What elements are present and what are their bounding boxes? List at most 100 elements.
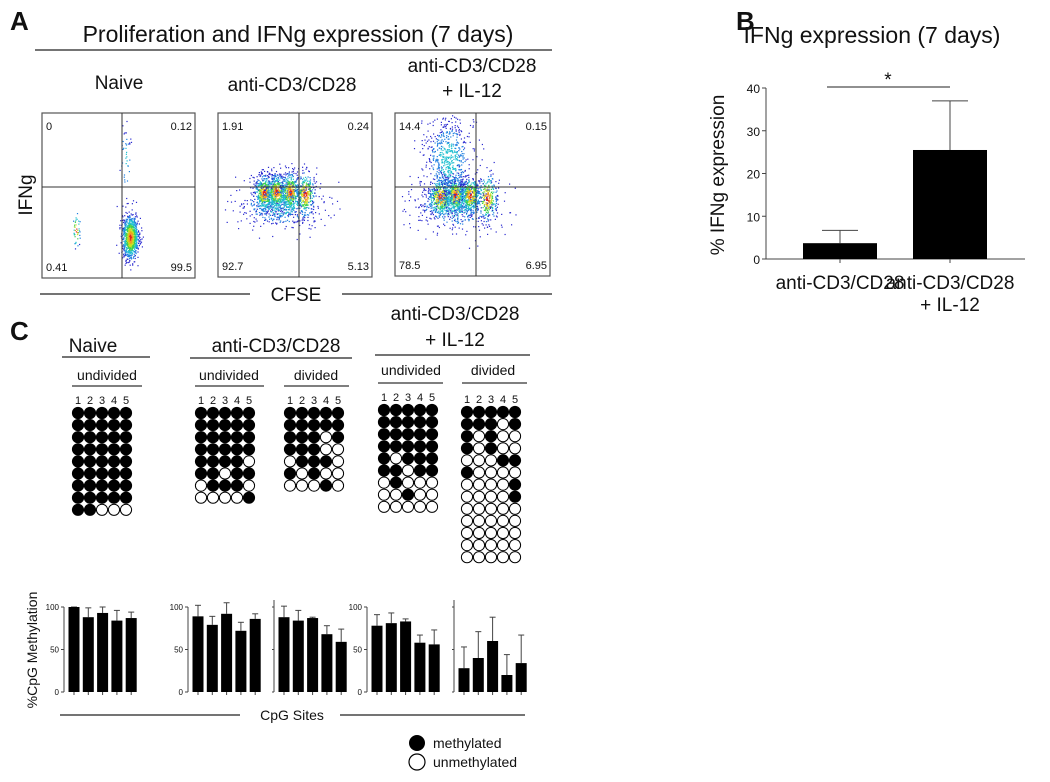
flow-event [441, 194, 443, 196]
flow-event [133, 234, 135, 236]
flow-event [256, 206, 258, 208]
flow-event [486, 204, 488, 206]
flow-event [471, 196, 473, 199]
flow-event [445, 202, 447, 204]
flow-event [133, 231, 135, 233]
flow-event [260, 212, 262, 214]
flow-event [454, 205, 456, 207]
flow-event [278, 190, 280, 192]
flow-event [133, 230, 135, 232]
flow-event [293, 172, 295, 174]
flow-event [481, 159, 483, 161]
flow-event [435, 159, 437, 161]
flow-event [457, 204, 459, 206]
flow-event [437, 207, 440, 209]
flow-event [473, 197, 476, 199]
flow-event [127, 258, 129, 260]
flow-event [124, 232, 126, 235]
flow-event [303, 195, 305, 197]
flow-event [139, 217, 141, 219]
flow-event [137, 234, 139, 236]
flow-event [465, 201, 467, 203]
flow-event [455, 187, 457, 189]
flow-event [132, 240, 134, 243]
flow-event [300, 205, 302, 207]
flow-event [442, 158, 444, 160]
flow-event [255, 191, 257, 193]
flow-event [287, 176, 289, 178]
flow-event [460, 171, 462, 174]
flow-event [130, 238, 132, 240]
flow-event [135, 223, 138, 226]
flow-event [313, 176, 315, 179]
flow-event [466, 182, 468, 184]
flow-event [452, 185, 454, 187]
flow-event [469, 209, 471, 212]
flow-event [478, 201, 480, 203]
flow-event [274, 210, 276, 212]
flow-event [458, 165, 461, 167]
flow-event [435, 199, 437, 202]
flow-event [304, 208, 306, 210]
flow-event [277, 188, 279, 190]
flow-event [262, 196, 264, 198]
flow-event [267, 199, 269, 201]
flow-event [274, 215, 276, 218]
flow-event [258, 184, 260, 186]
flow-event [259, 192, 261, 194]
flow-event [473, 184, 475, 186]
flow-event [288, 200, 290, 202]
flow-event [130, 231, 132, 233]
flow-event [443, 206, 445, 208]
flow-event [283, 201, 285, 203]
flow-event [285, 195, 287, 197]
flow-event [455, 176, 457, 178]
flow-event [135, 247, 138, 249]
flow-event [283, 173, 285, 175]
flow-event [291, 196, 293, 198]
flow-event [422, 154, 424, 156]
flow-event [294, 184, 297, 186]
flow-event [76, 228, 78, 230]
flow-event [288, 212, 290, 214]
flow-event [295, 200, 298, 202]
flow-event [303, 201, 306, 203]
flow-event [430, 207, 432, 209]
flow-event [456, 213, 458, 215]
flow-event [265, 206, 267, 208]
flow-event [481, 180, 483, 182]
flow-event [487, 179, 489, 181]
flow-event [443, 156, 445, 158]
flow-event [133, 235, 135, 237]
flow-event [450, 192, 452, 194]
flow-event [430, 141, 432, 143]
flow-event [439, 206, 441, 208]
flow-event [442, 156, 444, 158]
flow-event [291, 181, 293, 183]
flow-event [269, 185, 271, 187]
flow-event [124, 231, 126, 233]
flow-event [132, 242, 134, 244]
flow-event [280, 216, 282, 218]
flow-event [282, 211, 284, 213]
flow-event [284, 179, 286, 181]
flow-event [275, 207, 277, 210]
flow-event [452, 201, 454, 203]
quadrant-lower-left-value: 92.7 [222, 261, 243, 273]
flow-event [456, 197, 458, 199]
flow-event [243, 180, 245, 182]
flow-event [284, 198, 286, 200]
flow-event [435, 138, 437, 140]
flow-event [125, 232, 127, 235]
flow-event [313, 180, 315, 182]
flow-event [239, 205, 241, 207]
flow-event [290, 178, 292, 180]
flow-event [261, 176, 263, 178]
flow-event [451, 202, 453, 204]
flow-event [253, 191, 255, 193]
flow-event [127, 245, 129, 247]
flow-event [128, 220, 130, 222]
flow-event [280, 195, 282, 197]
flow-event [284, 213, 286, 215]
flow-event [308, 201, 310, 204]
